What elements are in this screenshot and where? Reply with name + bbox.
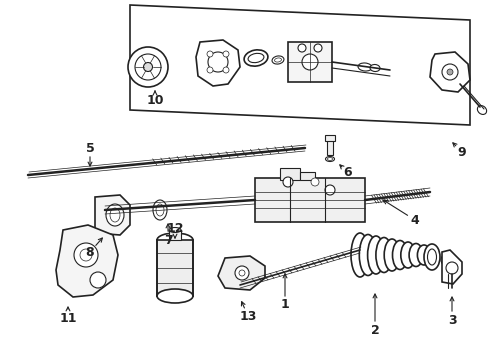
Circle shape bbox=[447, 69, 453, 75]
Circle shape bbox=[223, 67, 229, 73]
Text: 6: 6 bbox=[343, 166, 352, 180]
Bar bbox=[288, 42, 332, 82]
Ellipse shape bbox=[409, 243, 423, 266]
Ellipse shape bbox=[248, 53, 264, 63]
Polygon shape bbox=[430, 52, 470, 92]
Text: 3: 3 bbox=[448, 314, 456, 327]
Ellipse shape bbox=[157, 233, 193, 247]
Polygon shape bbox=[218, 256, 265, 290]
Circle shape bbox=[446, 262, 458, 274]
Circle shape bbox=[442, 64, 458, 80]
Text: 10: 10 bbox=[146, 94, 164, 107]
Bar bbox=[325, 135, 335, 141]
Ellipse shape bbox=[325, 157, 335, 162]
Circle shape bbox=[311, 178, 319, 186]
Text: 4: 4 bbox=[411, 213, 419, 226]
Text: 13: 13 bbox=[239, 310, 257, 323]
Ellipse shape bbox=[359, 234, 377, 275]
Ellipse shape bbox=[424, 244, 440, 270]
Text: 9: 9 bbox=[458, 145, 466, 158]
Ellipse shape bbox=[443, 257, 447, 263]
Ellipse shape bbox=[392, 240, 408, 270]
Text: 11: 11 bbox=[59, 311, 77, 324]
Bar bbox=[255, 178, 365, 222]
Ellipse shape bbox=[370, 64, 380, 72]
Circle shape bbox=[208, 52, 228, 72]
Bar bbox=[300, 172, 315, 180]
Circle shape bbox=[207, 67, 213, 73]
Ellipse shape bbox=[274, 58, 281, 62]
Ellipse shape bbox=[376, 238, 392, 273]
Circle shape bbox=[302, 54, 318, 70]
Polygon shape bbox=[130, 5, 470, 125]
Ellipse shape bbox=[368, 236, 384, 274]
Polygon shape bbox=[196, 40, 240, 86]
Ellipse shape bbox=[351, 233, 369, 277]
Ellipse shape bbox=[401, 242, 415, 268]
Ellipse shape bbox=[169, 228, 181, 233]
Circle shape bbox=[90, 272, 106, 288]
Circle shape bbox=[128, 47, 168, 87]
Ellipse shape bbox=[272, 56, 284, 64]
Text: 2: 2 bbox=[370, 324, 379, 337]
Ellipse shape bbox=[477, 105, 487, 114]
Bar bbox=[169, 230, 181, 240]
Ellipse shape bbox=[106, 204, 124, 226]
Ellipse shape bbox=[244, 50, 268, 66]
Ellipse shape bbox=[157, 289, 193, 303]
Circle shape bbox=[235, 266, 249, 280]
Text: 1: 1 bbox=[281, 298, 290, 311]
Polygon shape bbox=[95, 195, 130, 235]
Polygon shape bbox=[442, 250, 462, 284]
Text: 12: 12 bbox=[166, 221, 184, 234]
Text: 7: 7 bbox=[164, 234, 172, 247]
Text: 8: 8 bbox=[86, 246, 94, 258]
Circle shape bbox=[239, 270, 245, 276]
Ellipse shape bbox=[110, 208, 120, 222]
Ellipse shape bbox=[384, 239, 400, 271]
Circle shape bbox=[144, 63, 152, 72]
Ellipse shape bbox=[327, 158, 333, 161]
Ellipse shape bbox=[153, 200, 167, 220]
Text: 5: 5 bbox=[86, 141, 95, 154]
Circle shape bbox=[80, 249, 92, 261]
Circle shape bbox=[223, 51, 229, 57]
Ellipse shape bbox=[156, 204, 164, 216]
Circle shape bbox=[298, 44, 306, 52]
Circle shape bbox=[283, 177, 293, 187]
Ellipse shape bbox=[427, 249, 437, 265]
Ellipse shape bbox=[358, 63, 372, 71]
Bar bbox=[157, 240, 193, 296]
Circle shape bbox=[74, 243, 98, 267]
Ellipse shape bbox=[441, 255, 449, 265]
Ellipse shape bbox=[417, 245, 431, 265]
Polygon shape bbox=[56, 225, 118, 297]
Bar bbox=[327, 140, 333, 155]
Circle shape bbox=[314, 44, 322, 52]
Circle shape bbox=[325, 185, 335, 195]
Bar bbox=[280, 168, 300, 180]
Circle shape bbox=[207, 51, 213, 57]
